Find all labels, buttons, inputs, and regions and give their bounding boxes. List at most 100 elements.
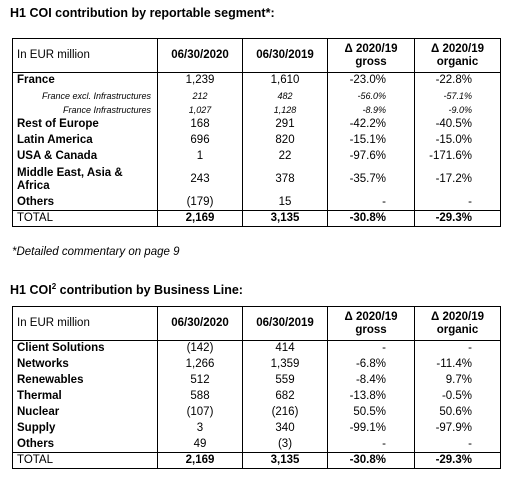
value-2020: 1,266 [157, 356, 243, 373]
table-row: Others 49 (3) - - [12, 436, 501, 453]
value-2019: 820 [242, 132, 328, 149]
value-2019: 682 [242, 388, 328, 405]
segment-table: In EUR million 06/30/2020 06/30/2019 Δ 2… [12, 38, 501, 227]
value-2020: (142) [157, 340, 243, 357]
delta-organic: - [414, 340, 501, 357]
value-2020: 588 [157, 388, 243, 405]
row-label: Renewables [12, 372, 158, 389]
delta-organic: -171.6% [414, 148, 501, 165]
delta-organic: -29.3% [414, 452, 501, 469]
table-row: Supply 3 340 -99.1% -97.9% [12, 420, 501, 437]
value-2020: 1,027 [157, 102, 243, 117]
delta-organic: 9.7% [414, 372, 501, 389]
business-line-table: In EUR million 06/30/2020 06/30/2019 Δ 2… [12, 306, 501, 469]
table-row: Rest of Europe 168 291 -42.2% -40.5% [12, 116, 501, 133]
value-2019: 3,135 [242, 210, 328, 227]
delta-gross: 50.5% [327, 404, 415, 421]
row-label: TOTAL [12, 452, 158, 469]
table-row: France excl. Infrastructures 212 482 -56… [12, 88, 501, 103]
value-2019: (216) [242, 404, 328, 421]
delta-gross: -15.1% [327, 132, 415, 149]
business-line-table-header: In EUR million 06/30/2020 06/30/2019 Δ 2… [12, 306, 501, 341]
row-label: Others [12, 436, 158, 453]
table-row: France 1,239 1,610 -23.0% -22.8% [12, 72, 501, 89]
delta-organic: -15.0% [414, 132, 501, 149]
total-row: TOTAL 2,169 3,135 -30.8% -29.3% [12, 452, 501, 469]
row-label: France excl. Infrastructures [12, 88, 158, 103]
row-label: Rest of Europe [12, 116, 158, 133]
value-2019: 378 [242, 164, 328, 195]
delta-organic: -9.0% [414, 102, 501, 117]
value-2020: 512 [157, 372, 243, 389]
delta-organic: -0.5% [414, 388, 501, 405]
value-2020: 1,239 [157, 72, 243, 89]
value-2019: 559 [242, 372, 328, 389]
row-label: Client Solutions [12, 340, 158, 357]
row-label: Nuclear [12, 404, 158, 421]
row-label: TOTAL [12, 210, 158, 227]
delta-organic: -97.9% [414, 420, 501, 437]
value-2019: 482 [242, 88, 328, 103]
value-2020: 2,169 [157, 452, 243, 469]
delta-gross: - [327, 340, 415, 357]
delta-gross: -8.4% [327, 372, 415, 389]
total-row: TOTAL 2,169 3,135 -30.8% -29.3% [12, 210, 501, 227]
table-row: France Infrastructures 1,027 1,128 -8.9%… [12, 102, 501, 117]
table-row: Client Solutions (142) 414 - - [12, 340, 501, 357]
value-2019: 340 [242, 420, 328, 437]
value-2019: 1,128 [242, 102, 328, 117]
delta-organic: 50.6% [414, 404, 501, 421]
delta-gross: - [327, 194, 415, 211]
value-2020: 3 [157, 420, 243, 437]
header-delta-organic: Δ 2020/19 organic [414, 306, 501, 341]
value-2020: 243 [157, 164, 243, 195]
header-label: In EUR million [12, 306, 158, 341]
delta-organic: - [414, 436, 501, 453]
value-2019: 3,135 [242, 452, 328, 469]
delta-organic: -57.1% [414, 88, 501, 103]
footnote: *Detailed commentary on page 9 [12, 246, 180, 258]
header-label: In EUR million [12, 38, 158, 73]
delta-gross: -30.8% [327, 210, 415, 227]
delta-organic: -17.2% [414, 164, 501, 195]
table-row: USA & Canada 1 22 -97.6% -171.6% [12, 148, 501, 165]
row-label: France [12, 72, 158, 89]
value-2019: (3) [242, 436, 328, 453]
table-row: Renewables 512 559 -8.4% 9.7% [12, 372, 501, 389]
delta-organic: -29.3% [414, 210, 501, 227]
delta-gross: - [327, 436, 415, 453]
delta-gross: -30.8% [327, 452, 415, 469]
table-row: Nuclear (107) (216) 50.5% 50.6% [12, 404, 501, 421]
delta-organic: -22.8% [414, 72, 501, 89]
table-row: Others (179) 15 - - [12, 194, 501, 211]
delta-gross: -42.2% [327, 116, 415, 133]
segment-table-header: In EUR million 06/30/2020 06/30/2019 Δ 2… [12, 38, 501, 73]
value-2020: 168 [157, 116, 243, 133]
delta-organic: -11.4% [414, 356, 501, 373]
row-label: Networks [12, 356, 158, 373]
row-label: France Infrastructures [12, 102, 158, 117]
delta-gross: -23.0% [327, 72, 415, 89]
delta-gross: -8.9% [327, 102, 415, 117]
header-delta-gross: Δ 2020/19 gross [327, 306, 415, 341]
table-row: Middle East, Asia & Africa 243 378 -35.7%… [12, 164, 501, 195]
header-delta-gross: Δ 2020/19 gross [327, 38, 415, 73]
header-delta-organic: Δ 2020/19 organic [414, 38, 501, 73]
value-2019: 15 [242, 194, 328, 211]
row-label: Thermal [12, 388, 158, 405]
delta-gross: -13.8% [327, 388, 415, 405]
value-2020: 49 [157, 436, 243, 453]
value-2019: 414 [242, 340, 328, 357]
table-row: Latin America 696 820 -15.1% -15.0% [12, 132, 501, 149]
value-2020: 1 [157, 148, 243, 165]
delta-gross: -99.1% [327, 420, 415, 437]
header-2019: 06/30/2019 [242, 306, 328, 341]
delta-gross: -56.0% [327, 88, 415, 103]
delta-gross: -97.6% [327, 148, 415, 165]
value-2020: 2,169 [157, 210, 243, 227]
delta-gross: -35.7% [327, 164, 415, 195]
value-2020: (107) [157, 404, 243, 421]
header-2020: 06/30/2020 [157, 306, 243, 341]
table-row: Thermal 588 682 -13.8% -0.5% [12, 388, 501, 405]
value-2019: 1,610 [242, 72, 328, 89]
